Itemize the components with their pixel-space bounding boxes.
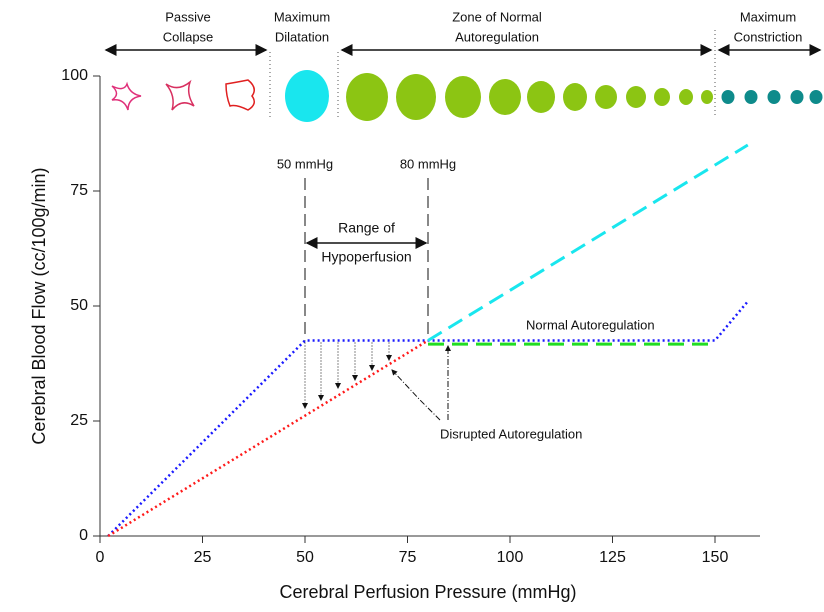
annotation: Disrupted Autoregulation xyxy=(440,426,582,441)
series-line xyxy=(428,145,748,341)
x-tick-label: 100 xyxy=(497,549,524,566)
vessel xyxy=(396,74,436,120)
range-label: Range of xyxy=(338,220,395,236)
y-tick-label: 0 xyxy=(79,527,88,544)
collapsed-vessels xyxy=(112,80,254,110)
vessel xyxy=(810,90,823,104)
vessel xyxy=(285,70,329,122)
y-tick-label: 100 xyxy=(61,67,88,84)
vessel xyxy=(563,83,587,111)
marker-label: 80 mmHg xyxy=(400,156,456,171)
x-tick-label: 50 xyxy=(296,549,314,566)
annotation-arrows xyxy=(392,346,448,420)
x-tick-label: 25 xyxy=(194,549,212,566)
zone-label: Collapse xyxy=(163,29,214,44)
x-axis-title: Cerebral Perfusion Pressure (mmHg) xyxy=(279,582,576,602)
y-axis-title: Cerebral Blood Flow (cc/100g/min) xyxy=(29,167,49,444)
zone-label: Maximum xyxy=(740,9,796,24)
vessel xyxy=(722,90,735,104)
vessel xyxy=(527,81,555,113)
x-tick-label: 0 xyxy=(96,549,105,566)
y-tick-label: 75 xyxy=(70,182,88,199)
vessel xyxy=(445,76,481,118)
zone-label: Passive xyxy=(165,9,211,24)
series-line xyxy=(108,301,748,536)
y-tick-label: 50 xyxy=(70,297,88,314)
vessel xyxy=(626,86,646,108)
zone-label: Autoregulation xyxy=(455,29,539,44)
range-label: Hypoperfusion xyxy=(321,249,411,265)
vessel xyxy=(346,73,388,121)
zone-label: Zone of Normal xyxy=(452,9,542,24)
marker-label: 50 mmHg xyxy=(277,156,333,171)
x-tick-label: 75 xyxy=(399,549,417,566)
y-tick-label: 25 xyxy=(70,412,88,429)
vessel xyxy=(701,90,713,104)
annotation: Normal Autoregulation xyxy=(526,317,655,332)
x-tick-label: 150 xyxy=(702,549,729,566)
vessel xyxy=(791,90,804,104)
x-tick-label: 125 xyxy=(599,549,626,566)
vessel xyxy=(654,88,670,106)
vessel xyxy=(679,89,693,105)
zone-label: Maximum xyxy=(274,9,330,24)
zone-label: Dilatation xyxy=(275,29,329,44)
zone-label: Constriction xyxy=(734,29,803,44)
vessel xyxy=(489,79,521,115)
vessel xyxy=(595,85,617,109)
series-line xyxy=(108,341,428,537)
vessel xyxy=(745,90,758,104)
chart: Disrupted Autoregulation Normal Autoregu… xyxy=(0,0,824,607)
vessel xyxy=(768,90,781,104)
